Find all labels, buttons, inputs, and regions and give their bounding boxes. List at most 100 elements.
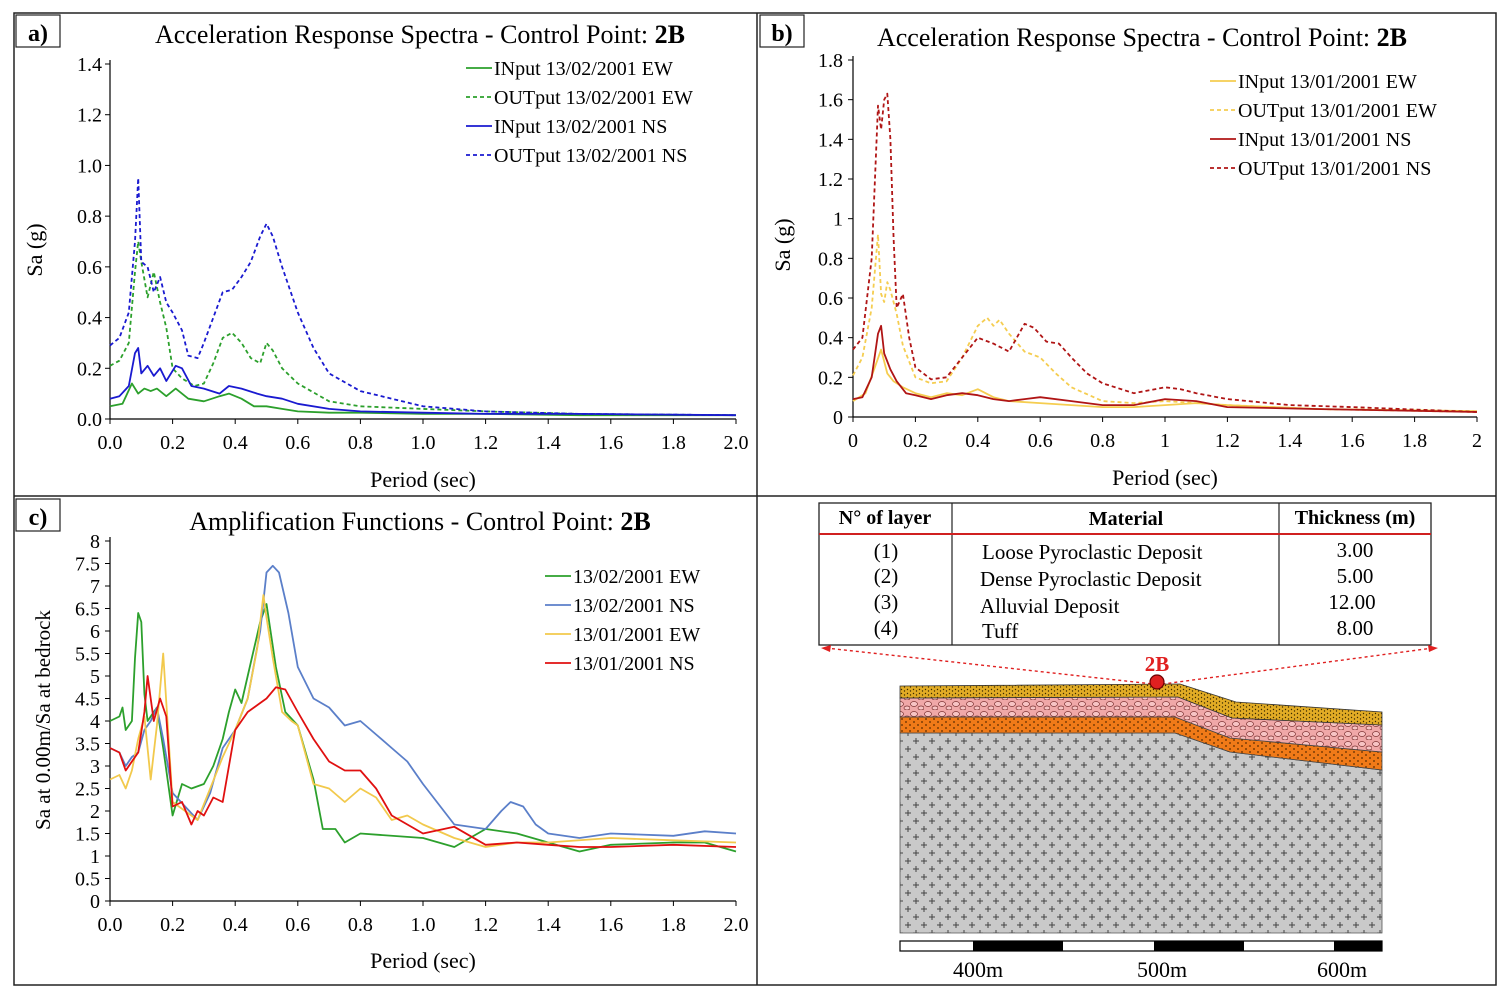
leader-arrow-left-icon bbox=[821, 645, 831, 652]
chart-b-title-text: Acceleration Response Spectra - Control … bbox=[877, 23, 1377, 52]
chart-b-y-tick-label: 0 bbox=[833, 407, 843, 429]
table-row-2-thickness: 5.00 bbox=[1337, 564, 1374, 588]
chart-b-series bbox=[852, 92, 1478, 413]
chart-a-xlabel: Period (sec) bbox=[370, 467, 476, 492]
chart-a-y-tick-label: 0.6 bbox=[77, 257, 102, 279]
scale-label-400: 400m bbox=[953, 957, 1003, 982]
table-row-3-n: (3) bbox=[874, 590, 899, 614]
chart-c-x-tick-label: 0.8 bbox=[348, 914, 373, 936]
chart-b-x-tick-label: 1.8 bbox=[1402, 430, 1427, 452]
chart-a-axes: 0.0 0.2 0.4 0.6 0.8 1.0 1.2 1.4 1.6 1.8 2.0 0.0 0.2 0… bbox=[77, 54, 749, 454]
chart-b-x-tick-label: 0.6 bbox=[1028, 430, 1053, 452]
chart-c-y-tick-label: 0 bbox=[90, 891, 100, 913]
chart-a-y-tick-label: 1.4 bbox=[77, 54, 102, 76]
chart-c-y-tick-label: 0.5 bbox=[75, 869, 100, 891]
panel-a-label: a) bbox=[28, 21, 48, 47]
table-row-4-n: (4) bbox=[874, 616, 899, 640]
chart-c-series-line-4 bbox=[109, 675, 737, 848]
chart-c-series-line-1 bbox=[109, 603, 737, 853]
chart-c-y-tick-label: 2.5 bbox=[75, 779, 100, 801]
chart-c-legend-label: 13/02/2001 EW bbox=[573, 566, 700, 588]
chart-b-x-tick-label: 0 bbox=[848, 430, 858, 452]
chart-c-series-line-3 bbox=[109, 594, 737, 848]
chart-a-legend-label: INput 13/02/2001 NS bbox=[494, 116, 667, 138]
scale-label-600: 600m bbox=[1317, 957, 1367, 982]
chart-a-series-line-1 bbox=[109, 382, 736, 417]
chart-b-y-tick-label: 1.4 bbox=[818, 129, 843, 151]
chart-a-x-tick-label: 2.0 bbox=[724, 432, 749, 454]
chart-b-y-tick-label: 0.4 bbox=[818, 328, 843, 350]
chart-c-y-tick-label: 7 bbox=[90, 576, 100, 598]
control-point-label: 2B bbox=[1145, 652, 1170, 676]
chart-b-y-tick-label: 0.6 bbox=[818, 288, 843, 310]
chart-b-y-tick-label: 1 bbox=[833, 209, 843, 231]
chart-a-y-tick-label: 1.2 bbox=[77, 105, 102, 127]
chart-c-series-line-2 bbox=[109, 564, 737, 839]
chart-b-legend-label: OUTput 13/01/2001 NS bbox=[1238, 158, 1431, 180]
chart-a-legend-label: INput 13/02/2001 EW bbox=[494, 58, 673, 80]
chart-b-y-tick-label: 1.2 bbox=[818, 169, 843, 191]
chart-b: b) Acceleration Response Spectra - Contr… bbox=[759, 14, 1482, 490]
chart-a-y-tick-label: 0.0 bbox=[77, 409, 102, 431]
table-row-3-material: Alluvial Deposit bbox=[980, 594, 1120, 618]
chart-b-y-tick-label: 1.8 bbox=[818, 50, 843, 72]
scale-bar: 400m 500m 600m bbox=[899, 940, 1383, 982]
chart-c-x-tick-label: 1.8 bbox=[661, 914, 686, 936]
chart-c-y-tick-label: 7.5 bbox=[75, 554, 100, 576]
table-row-3-thickness: 12.00 bbox=[1328, 590, 1375, 614]
chart-c-x-tick-label: 0.0 bbox=[98, 914, 123, 936]
chart-b-y-tick-label: 0.2 bbox=[818, 367, 843, 389]
chart-a-x-tick-label: 0.0 bbox=[98, 432, 123, 454]
chart-a-y-tick-label: 1.0 bbox=[77, 155, 102, 177]
chart-c-x-tick-label: 1.0 bbox=[411, 914, 436, 936]
panel-c-label-box bbox=[15, 498, 61, 532]
chart-c-legend-label: 13/01/2001 NS bbox=[573, 653, 695, 675]
chart-a-legend-label: OUTput 13/02/2001 NS bbox=[494, 145, 687, 167]
panel-a-label-box bbox=[15, 14, 61, 48]
panel-b-label: b) bbox=[771, 21, 792, 47]
chart-b-x-tick-label: 1.4 bbox=[1277, 430, 1302, 452]
chart-c-y-tick-label: 3.5 bbox=[75, 734, 100, 756]
layer-loose-pyroclastic bbox=[899, 683, 1383, 726]
table-row-1-material: Loose Pyroclastic Deposit bbox=[982, 540, 1203, 564]
chart-c-x-tick-label: 1.4 bbox=[536, 914, 561, 936]
chart-a-y-tick-label: 0.4 bbox=[77, 308, 102, 330]
scale-bar-segment-2 bbox=[1154, 941, 1244, 951]
chart-c-y-tick-label: 1.5 bbox=[75, 824, 100, 846]
chart-a-title: Acceleration Response Spectra - Control … bbox=[155, 20, 685, 49]
chart-b-series-line-3 bbox=[852, 324, 1478, 413]
chart-b-x-tick-label: 1.2 bbox=[1215, 430, 1240, 452]
chart-a-x-tick-label: 0.6 bbox=[285, 432, 310, 454]
table-row-1-n: (1) bbox=[874, 539, 899, 563]
chart-c-y-tick-label: 1 bbox=[90, 846, 100, 868]
table-header-layer: N° of layer bbox=[839, 507, 932, 529]
layer-table-frame bbox=[818, 502, 1432, 646]
chart-b-ylabel: Sa (g) bbox=[770, 218, 795, 271]
chart-a-y-tick-label: 0.2 bbox=[77, 358, 102, 380]
panel-c-label: c) bbox=[29, 505, 48, 531]
chart-c-legend-label: 13/02/2001 NS bbox=[573, 595, 695, 617]
chart-c-y-tick-label: 8 bbox=[90, 531, 100, 553]
chart-b-legend: INput 13/01/2001 EW OUTput 13/01/2001 EW I… bbox=[1210, 71, 1437, 180]
chart-b-xlabel: Period (sec) bbox=[1112, 465, 1218, 490]
chart-c: c) Amplification Functions - Control Poi… bbox=[15, 498, 749, 973]
chart-c-legend-label: 13/01/2001 EW bbox=[573, 624, 700, 646]
chart-c-x-tick-label: 1.6 bbox=[598, 914, 623, 936]
chart-a-x-tick-label: 1.2 bbox=[473, 432, 498, 454]
chart-a-x-tick-label: 1.4 bbox=[536, 432, 561, 454]
chart-b-title-point: 2B bbox=[1377, 23, 1407, 52]
chart-b-legend-label: INput 13/01/2001 NS bbox=[1238, 129, 1411, 151]
chart-c-y-tick-label: 4 bbox=[90, 711, 100, 733]
chart-c-x-tick-label: 0.6 bbox=[285, 914, 310, 936]
chart-a-y-tick-label: 0.8 bbox=[77, 206, 102, 228]
chart-c-series bbox=[109, 564, 737, 853]
chart-b-series-line-1 bbox=[852, 348, 1478, 412]
chart-a-x-tick-label: 1.8 bbox=[661, 432, 686, 454]
scale-bar-frame bbox=[899, 940, 1383, 952]
panel-d: N° of layer Material Thickness (m) (1) L… bbox=[818, 502, 1438, 982]
leader-arrow-right-icon bbox=[1428, 645, 1438, 652]
chart-a-series-line-4 bbox=[109, 177, 737, 417]
chart-a-series-line-3 bbox=[109, 347, 737, 417]
chart-c-x-tick-label: 1.2 bbox=[473, 914, 498, 936]
